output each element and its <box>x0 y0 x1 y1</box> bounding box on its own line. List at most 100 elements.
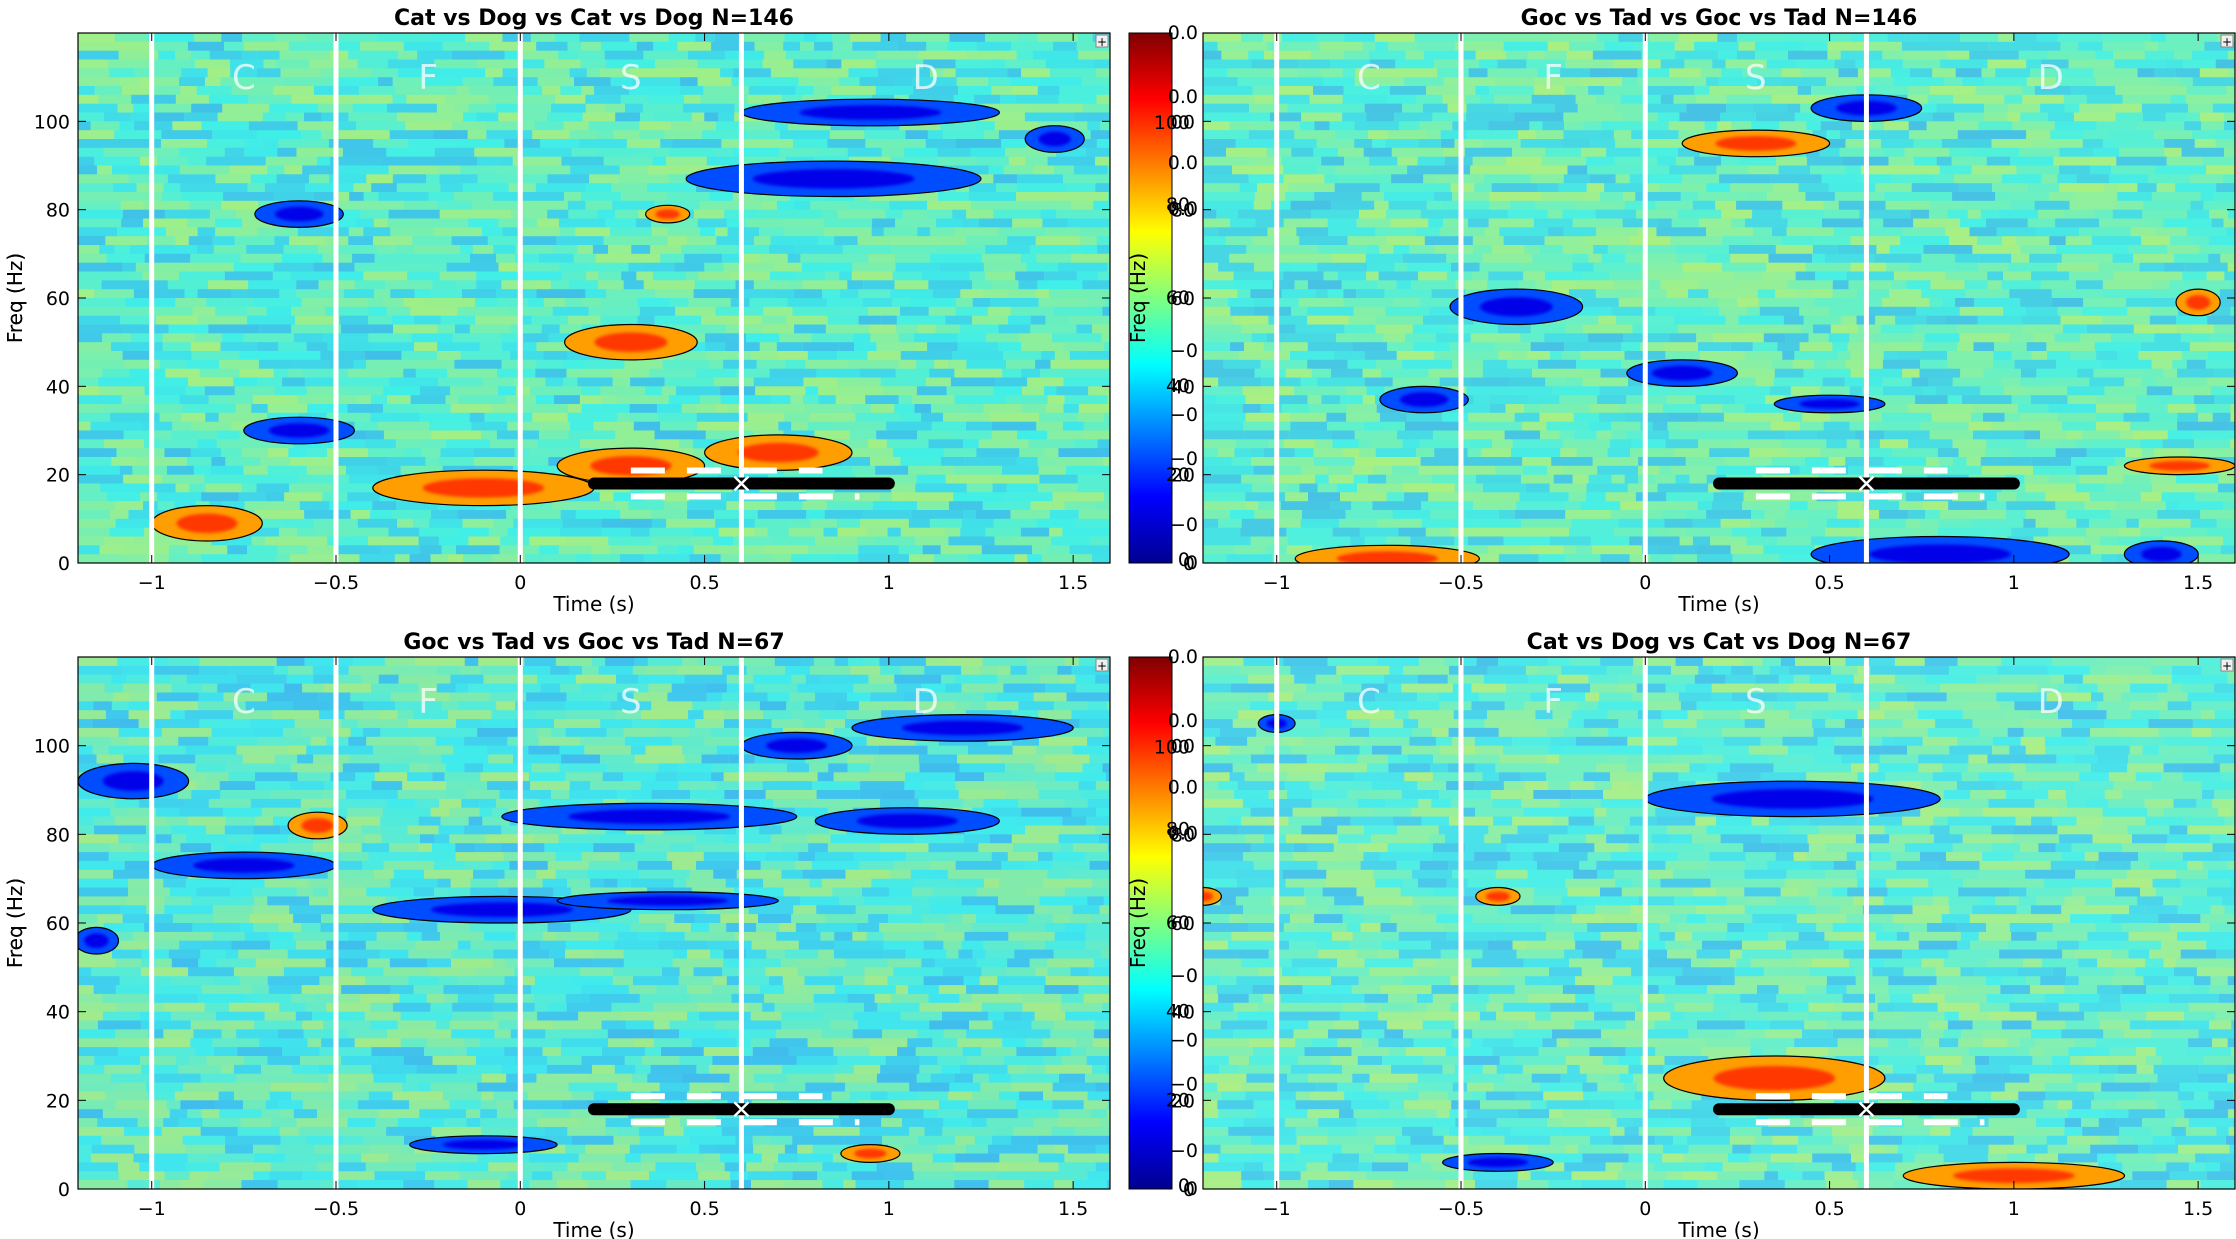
phase-label: C <box>232 682 256 722</box>
colorbar-tick-right: 100 <box>1154 736 1190 758</box>
phase-label: D <box>2038 682 2064 722</box>
colorbar-tick-left: 0.0 <box>1168 823 1198 845</box>
x-tick-label: 1 <box>883 572 895 594</box>
colorbar-tick-left: 0 <box>1186 552 1198 574</box>
colorbar-tick-left: 0.0 <box>1168 646 1198 668</box>
y-tick-label: 60 <box>1171 288 1195 310</box>
x-tick-label: −0.5 <box>1438 572 1484 594</box>
y-tick-label: 20 <box>1171 1090 1195 1112</box>
y-tick-label: 100 <box>34 111 70 133</box>
heatmap-panel-1: C F S D + −1 −0.5 0 0.5 1 1.5 0 20 40 60 80 100 Cat vs Do… <box>3 6 1111 616</box>
colorbar-tick-left: −0 <box>1170 340 1198 362</box>
colorbar-tick-left: −0 <box>1170 404 1198 426</box>
phase-label: D <box>2038 58 2064 98</box>
phase-label: F <box>1543 58 1563 98</box>
heatmap-texture <box>78 657 1110 1189</box>
corner-button <box>2220 34 2234 48</box>
x-tick-label: −1 <box>1263 572 1291 594</box>
colorbar-tick-right: 0 <box>1178 1175 1190 1197</box>
colorbar-tick-left: 0.0 <box>1168 22 1198 44</box>
y-tick-label: 0 <box>58 1179 70 1201</box>
x-axis-label: Time (s) <box>1677 1218 1759 1239</box>
y-tick-label: 60 <box>46 913 70 935</box>
chart-title: Cat vs Dog vs Cat vs Dog N=146 <box>394 6 794 31</box>
heatmap-panel-3: C F S D + −1 −0.5 0 0.5 1 1.5 0 20 40 60 80 100 Goc vs Ta… <box>3 630 1111 1239</box>
y-tick-label: 80 <box>46 200 70 222</box>
colorbar-tick-left: −0 <box>1170 448 1198 470</box>
y-tick-label: 40 <box>1171 376 1195 398</box>
phase-label: F <box>1543 682 1563 722</box>
x-tick-label: −1 <box>138 572 166 594</box>
y-tick-label: 80 <box>46 824 70 846</box>
colorbar-tick-right: 20 <box>1166 1090 1190 1112</box>
x-tick-label: 1 <box>2008 1198 2020 1220</box>
y-tick-label: 0 <box>1183 553 1195 575</box>
colorbar-tick-right: 100 <box>1154 112 1190 134</box>
corner-button-label: + <box>2222 659 2232 673</box>
colorbar-tick-left: −0 <box>1170 514 1198 536</box>
x-tick-label: 0.5 <box>1814 1198 1844 1220</box>
x-tick-label: −1 <box>138 1198 166 1220</box>
x-axis-label: Time (s) <box>552 592 634 616</box>
colorbar-2: 0.0 0.0 0.0 0.0 −0 −0 −0 −0 0 100 80 60 40 20 0 Freq (H… <box>1126 646 1198 1200</box>
colorbar-1: 0.0 0.0 0.0 0.0 −0 −0 −0 −0 0 100 80 60 40 20 0 Freq (H… <box>1126 22 1198 574</box>
colorbar-tick-right: 40 <box>1166 375 1190 397</box>
colorbar-tick-left: −0 <box>1170 1140 1198 1162</box>
y-tick-label: 100 <box>34 736 70 758</box>
marker-cross <box>1858 1101 1875 1118</box>
marker-cross <box>1858 475 1875 492</box>
x-axis-label: Time (s) <box>1677 592 1759 616</box>
colorbar-tick-left: −0 <box>1170 1029 1198 1051</box>
x-tick-label: −0.5 <box>313 572 359 594</box>
y-tick-label: 0 <box>1183 1179 1195 1201</box>
y-tick-label: 20 <box>46 1090 70 1112</box>
colorbar-tick-left: −0 <box>1170 1074 1198 1096</box>
colorbar-tick-left: 0.0 <box>1168 198 1198 220</box>
marker-cross <box>733 475 750 492</box>
heatmap-texture <box>78 33 1110 563</box>
x-tick-label: 1.5 <box>2183 572 2213 594</box>
y-tick-label: 0 <box>58 553 70 575</box>
phase-label: C <box>232 58 256 98</box>
y-tick-label: 60 <box>46 288 70 310</box>
colorbar-tick-right: 80 <box>1166 194 1190 216</box>
corner-button-label: + <box>2222 35 2232 49</box>
phase-label: D <box>913 58 939 98</box>
corner-button <box>1095 34 1109 48</box>
phase-label: S <box>620 58 642 98</box>
y-tick-label: 40 <box>46 376 70 398</box>
colorbar-gradient <box>1128 656 1173 1190</box>
colorbars: 0.0 0.0 0.0 0.0 −0 −0 −0 −0 0 100 80 60 40 20 0 Freq (H… <box>1126 22 1198 1200</box>
phase-label: C <box>1357 682 1381 722</box>
phase-label: D <box>913 682 939 722</box>
heatmap-panel-2: C F S D + −1 −0.5 0 0.5 1 1.5 0 20 40 60 80 100 Goc vs Ta… <box>3 6 2236 616</box>
colorbar-tick-right: 60 <box>1166 912 1190 934</box>
heatmap-texture <box>1203 657 2235 1189</box>
corner-button <box>1095 658 1109 672</box>
x-tick-label: −0.5 <box>313 1198 359 1220</box>
x-tick-label: 0.5 <box>1814 572 1844 594</box>
corner-button-label: + <box>1097 35 1107 49</box>
y-tick-label: 40 <box>1171 1002 1195 1024</box>
y-tick-label: 80 <box>1171 200 1195 222</box>
colorbar-tick-right: 20 <box>1166 464 1190 486</box>
y-tick-label: 20 <box>1171 465 1195 487</box>
phase-label: S <box>1745 682 1767 722</box>
phase-label: C <box>1357 58 1381 98</box>
y-tick-label: 80 <box>1171 824 1195 846</box>
colorbar-label: Freq (Hz) <box>1126 253 1150 343</box>
clusters <box>78 714 1074 1163</box>
colorbar-tick-left: 0.0 <box>1168 776 1198 798</box>
x-tick-label: 0 <box>1639 572 1651 594</box>
phase-label: S <box>1745 58 1767 98</box>
colorbar-tick-right: 0 <box>1178 549 1190 571</box>
y-tick-label: 40 <box>46 1002 70 1024</box>
chart-title: Goc vs Tad vs Goc vs Tad N=146 <box>1521 6 1918 31</box>
x-axis-label: Time (s) <box>552 1218 634 1239</box>
